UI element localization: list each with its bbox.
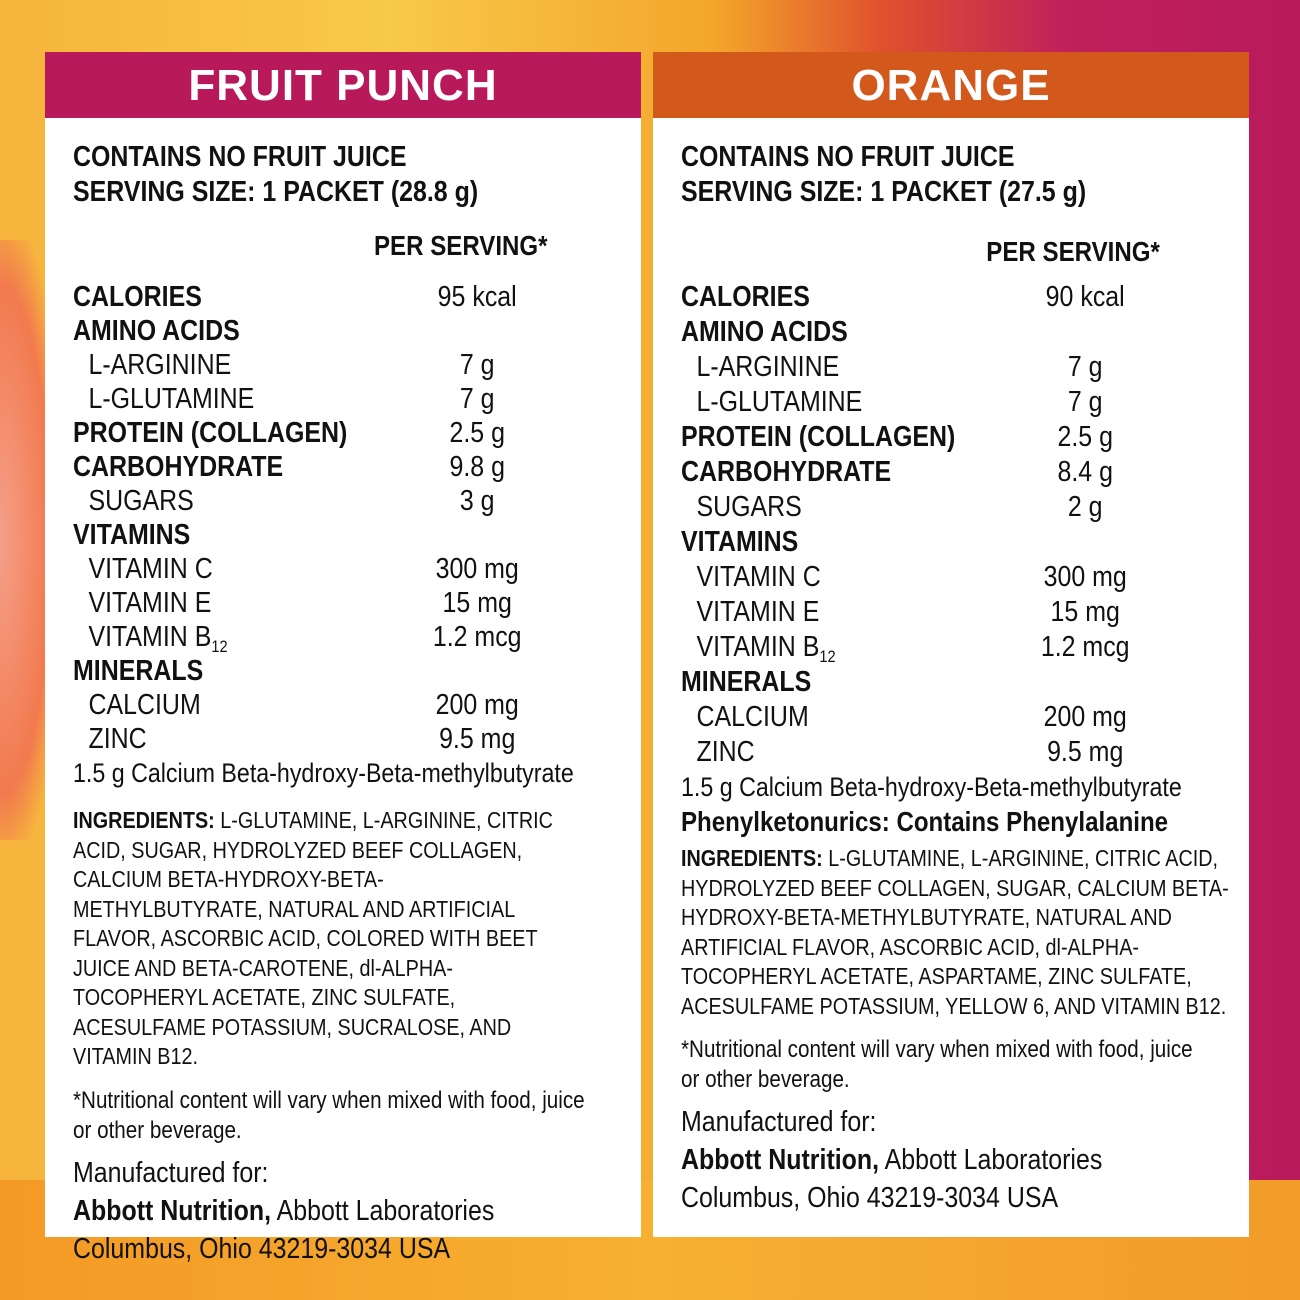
pku-warning: Phenylketonurics: Contains Phenylalanine — [681, 806, 1169, 837]
manufacturer: Manufactured for: Abbott Nutrition, Abbo… — [681, 1106, 1103, 1214]
flavor-title: FRUIT PUNCH — [45, 52, 641, 118]
nutrient-label: ZINC — [696, 736, 755, 768]
hmb-note: 1.5 g Calcium Beta-hydroxy-Beta-methylbu… — [681, 772, 1182, 802]
nutrient-label: MINERALS — [73, 655, 204, 687]
juice-statement: CONTAINS NO FRUIT JUICE — [73, 141, 407, 173]
nutrient-row: MINERALS — [681, 665, 1214, 700]
nutrient-value: 7 g — [459, 383, 495, 415]
nutrient-row: L-GLUTAMINE 7 g — [73, 382, 606, 416]
nutrient-row: MINERALS — [73, 654, 606, 688]
nutrient-row: CARBOHYDRATE 9.8 g — [73, 450, 606, 484]
nutrient-label: VITAMIN B12 — [696, 631, 836, 666]
nutrient-label: VITAMINS — [681, 526, 799, 558]
manufacturer: Manufactured for: Abbott Nutrition, Abbo… — [73, 1156, 495, 1265]
nutrient-label: L-ARGININE — [88, 349, 232, 381]
nutrient-value: 95 kcal — [437, 281, 517, 313]
nutrient-label: PROTEIN (COLLAGEN) — [73, 417, 348, 449]
nutrient-value: 15 mg — [1050, 596, 1120, 628]
nutrient-label: PROTEIN (COLLAGEN) — [681, 421, 956, 453]
nutrient-value: 300 mg — [435, 553, 519, 585]
nutrient-label: L-GLUTAMINE — [696, 386, 863, 418]
juice-statement: CONTAINS NO FRUIT JUICE — [681, 141, 1015, 173]
nutrient-row: SUGARS 2 g — [681, 490, 1214, 525]
nutrient-value: 15 mg — [442, 587, 512, 619]
nutrient-row: AMINO ACIDS — [73, 314, 606, 348]
nutrient-label: CALORIES — [681, 281, 810, 313]
nutrient-value: 2 g — [1067, 491, 1103, 523]
nutrient-label: CALCIUM — [88, 689, 201, 721]
nutrient-value: 2.5 g — [1057, 421, 1113, 453]
nutrient-row: VITAMIN E 15 mg — [73, 586, 606, 620]
nutrient-row: L-GLUTAMINE 7 g — [681, 385, 1214, 420]
nutrient-row: CALCIUM 200 mg — [681, 700, 1214, 735]
nutrient-value: 3 g — [459, 485, 495, 517]
nutrient-row: ZINC 9.5 mg — [73, 722, 606, 756]
nutrient-label: SUGARS — [696, 491, 802, 523]
nutrient-row: L-ARGININE 7 g — [73, 348, 606, 382]
nutrient-label: CARBOHYDRATE — [681, 456, 892, 488]
nutrient-label: ZINC — [88, 723, 147, 755]
nutrient-row: CARBOHYDRATE 8.4 g — [681, 455, 1214, 490]
nutrient-label: CARBOHYDRATE — [73, 451, 284, 483]
nutrient-label: MINERALS — [681, 666, 812, 698]
nutrient-row: AMINO ACIDS — [681, 315, 1214, 350]
nutrient-value: 7 g — [1067, 386, 1103, 418]
nutrient-row: L-ARGININE 7 g — [681, 350, 1214, 385]
nutrient-label: CALORIES — [73, 281, 202, 313]
nutrient-row: CALORIES 95 kcal — [73, 280, 606, 314]
footnote: *Nutritional content will vary when mixe… — [681, 1036, 1193, 1093]
nutrient-row: VITAMINS — [681, 525, 1214, 560]
nutrient-label: VITAMIN E — [696, 596, 820, 628]
per-serving-header: PER SERVING* — [374, 230, 548, 261]
ingredients: INGREDIENTS: L-GLUTAMINE, L-ARGININE, CI… — [73, 807, 553, 1069]
nutrient-label: VITAMIN E — [88, 587, 212, 619]
serving-size: SERVING SIZE: 1 PACKET (28.8 g) — [73, 176, 479, 208]
nutrient-label: AMINO ACIDS — [681, 316, 848, 348]
nutrient-value: 200 mg — [435, 689, 519, 721]
nutrient-value: 8.4 g — [1057, 456, 1113, 488]
nutrient-value: 2.5 g — [449, 417, 505, 449]
nutrient-row: CALORIES 90 kcal — [681, 280, 1214, 315]
serving-size: SERVING SIZE: 1 PACKET (27.5 g) — [681, 176, 1087, 208]
nutrient-row: ZINC 9.5 mg — [681, 735, 1214, 770]
flavor-title: ORANGE — [653, 52, 1249, 118]
nutrient-row: PROTEIN (COLLAGEN) 2.5 g — [681, 420, 1214, 455]
nutrient-value: 9.8 g — [449, 451, 505, 483]
nutrient-row: SUGARS 3 g — [73, 484, 606, 518]
nutrient-row: VITAMINS — [73, 518, 606, 552]
nutrient-row: VITAMIN B12 1.2 mcg — [681, 630, 1214, 666]
nutrient-label: CALCIUM — [696, 701, 809, 733]
orange-label-panel: ORANGE CONTAINS NO FRUIT JUICE SERVING S… — [653, 52, 1249, 1237]
per-serving-header: PER SERVING* — [986, 236, 1160, 267]
nutrient-row: PROTEIN (COLLAGEN) 2.5 g — [73, 416, 606, 450]
fruit-punch-label-panel: FRUIT PUNCH CONTAINS NO FRUIT JUICE SERV… — [45, 52, 641, 1265]
ingredients: INGREDIENTS: L-GLUTAMINE, L-ARGININE, CI… — [681, 845, 1229, 1019]
nutrient-value: 1.2 mcg — [432, 621, 522, 653]
nutrient-value: 200 mg — [1043, 701, 1127, 733]
nutrient-label: AMINO ACIDS — [73, 315, 240, 347]
nutrient-value: 90 kcal — [1045, 281, 1125, 313]
nutrient-row: CALCIUM 200 mg — [73, 688, 606, 722]
footnote: *Nutritional content will vary when mixe… — [73, 1086, 585, 1144]
nutrient-value: 7 g — [459, 349, 495, 381]
nutrient-value: 1.2 mcg — [1040, 631, 1130, 663]
nutrient-row: VITAMIN C 300 mg — [681, 560, 1214, 595]
nutrient-label: SUGARS — [88, 485, 194, 517]
nutrient-row: VITAMIN B12 1.2 mcg — [73, 620, 606, 656]
nutrient-label: VITAMINS — [73, 519, 191, 551]
nutrient-row: VITAMIN C 300 mg — [73, 552, 606, 586]
nutrient-label: L-GLUTAMINE — [88, 383, 255, 415]
nutrient-label: L-ARGININE — [696, 351, 840, 383]
nutrient-label: VITAMIN C — [696, 561, 821, 593]
nutrient-label: VITAMIN B12 — [88, 621, 228, 656]
nutrient-value: 9.5 mg — [439, 723, 516, 755]
nutrient-label: VITAMIN C — [88, 553, 213, 585]
nutrient-value: 7 g — [1067, 351, 1103, 383]
nutrient-row: VITAMIN E 15 mg — [681, 595, 1214, 630]
nutrient-value: 9.5 mg — [1047, 736, 1124, 768]
nutrient-value: 300 mg — [1043, 561, 1127, 593]
hmb-note: 1.5 g Calcium Beta-hydroxy-Beta-methylbu… — [73, 758, 574, 788]
